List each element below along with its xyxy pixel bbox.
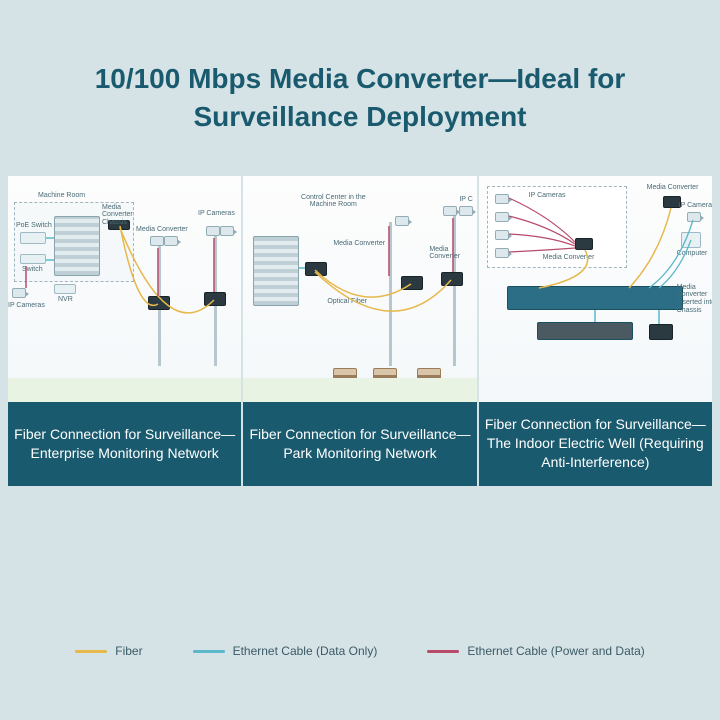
panel-indoor-canvas: IP Cameras Media Converter Media Convert… [479,176,712,402]
switch [20,254,46,264]
legend-eth-power: Ethernet Cable (Power and Data) [427,644,644,658]
page-title: 10/100 Mbps Media Converter—Ideal for Su… [0,0,720,176]
legend-fiber: Fiber [75,644,142,658]
pcam1 [395,216,409,226]
label-ipcams-3: IP Cameras [529,192,566,200]
panel-park: Control Center in the Machine Room Media… [243,176,476,486]
label-ip-cams-remote: IP Cameras [198,210,235,218]
legend: Fiber Ethernet Cable (Data Only) Etherne… [0,644,720,658]
rack-2 [253,236,299,306]
nvr [54,284,76,294]
swatch-fiber [75,650,107,653]
chassis-mc [649,324,673,340]
label-ipcams-top: IP Cameras [679,202,712,210]
label-poe-switch: PoE Switch [16,222,52,230]
label-media-conv-2: Media Converter [429,246,473,261]
label-ip-cam-local: IP Cameras [8,302,45,310]
poe-switch [20,232,46,244]
swatch-eth-power [427,650,459,653]
label-ipc: IP C [459,196,473,204]
legend-eth-data: Ethernet Cable (Data Only) [193,644,378,658]
pole-p2 [453,212,456,366]
top-cam [687,212,701,222]
panel-park-canvas: Control Center in the Machine Room Media… [243,176,476,402]
label-switch: Switch [22,266,43,274]
pmc1 [401,276,423,290]
pole2-cam2 [220,226,234,236]
pole1-cam2 [164,236,178,246]
legend-eth-power-label: Ethernet Cable (Power and Data) [467,644,644,658]
pole1-cam1 [150,236,164,246]
pcam3 [459,206,473,216]
swatch-eth-data [193,650,225,653]
label-mc-3: Media Converter [543,254,595,262]
label-mc-chassis-3: Media Converter Inserted into Chassis [677,284,712,315]
label-mc-chassis: Media Converter Chassis [102,204,152,227]
legend-fiber-label: Fiber [115,644,142,658]
panel-indoor: IP Cameras Media Converter Media Convert… [479,176,712,486]
bench-3 [417,368,441,378]
label-mc-2: Media Converter [333,240,385,248]
panel-enterprise: Machine Room Media Converter Chassis PoE… [8,176,241,486]
patch-panel [507,286,683,310]
icam3 [495,230,509,240]
mc-local-2 [305,262,327,276]
ground [8,378,241,402]
pole-p1 [389,222,392,366]
pole2-cam1 [206,226,220,236]
label-optical-fiber: Optical Fiber [327,298,367,306]
icam1 [495,194,509,204]
panel-park-caption: Fiber Connection for Surveillance—Park M… [243,402,476,486]
bench-1 [333,368,357,378]
panel-indoor-caption: Fiber Connection for Surveillance—The In… [479,402,712,486]
indoor-mc [575,238,593,250]
pole2-mc [204,292,226,306]
panel-enterprise-caption: Fiber Connection for Surveillance—Enterp… [8,402,241,486]
icam4 [495,248,509,258]
label-nvr: NVR [58,296,73,304]
bench-2 [373,368,397,378]
label-mc-1: Media Converter [136,226,188,234]
switch-3 [537,322,633,340]
panel-enterprise-canvas: Machine Room Media Converter Chassis PoE… [8,176,241,402]
label-machine-room: Machine Room [38,192,85,200]
computer [681,232,701,248]
pcam2 [443,206,457,216]
legend-eth-data-label: Ethernet Cable (Data Only) [233,644,378,658]
ip-cam-local [12,288,26,298]
pole1-mc [148,296,170,310]
label-mc-top: Media Converter [647,184,699,192]
icam2 [495,212,509,222]
label-computer: Computer [677,250,708,258]
server-rack [54,216,100,276]
ground-2 [243,378,476,402]
label-control-center: Control Center in the Machine Room [293,194,373,209]
pmc2 [441,272,463,286]
panels-row: Machine Room Media Converter Chassis PoE… [0,176,720,486]
